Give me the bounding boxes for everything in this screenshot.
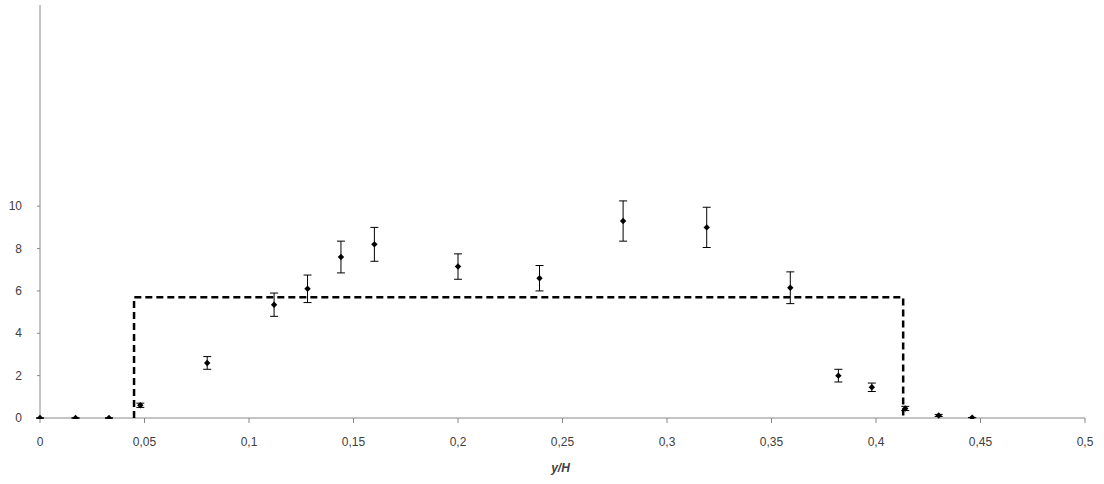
error-bar-cap [337, 272, 345, 273]
plot-area [36, 201, 976, 419]
y-tick [37, 290, 40, 291]
error-bar-cap [868, 391, 876, 392]
error-bar [619, 201, 627, 241]
x-tick-label: 0 [37, 435, 44, 449]
y-tick-label: 4 [15, 326, 22, 340]
x-tick [771, 418, 772, 423]
y-axis [40, 5, 41, 418]
y-tick [37, 206, 40, 207]
x-tick-label: 0,45 [969, 435, 993, 449]
y-tick [37, 333, 40, 334]
error-bar-cap [786, 271, 794, 272]
x-tick [458, 418, 459, 423]
error-bar-cap [619, 241, 627, 242]
data-point [620, 218, 626, 224]
error-bar [868, 383, 876, 391]
error-bar-cap [337, 241, 345, 242]
error-bar-cap [834, 369, 842, 370]
error-bar [786, 272, 794, 304]
x-tick-label: 0,1 [241, 435, 258, 449]
data-point [304, 286, 310, 292]
step-line [134, 297, 903, 418]
x-tick [667, 418, 668, 423]
x-tick [144, 418, 145, 423]
y-tick-label: 2 [15, 369, 22, 383]
data-point [37, 415, 43, 419]
error-bar [834, 369, 842, 382]
x-axis-label: y/H [550, 461, 570, 475]
x-tick-label: 0,3 [659, 435, 676, 449]
error-bar [203, 357, 211, 370]
data-point [371, 241, 377, 247]
error-bar [703, 207, 711, 247]
x-tick-label: 0,25 [551, 435, 575, 449]
data-point [72, 415, 78, 419]
x-tick-label: 0,05 [133, 435, 157, 449]
y-tick-label: 8 [15, 242, 22, 256]
error-bar-cap [270, 293, 278, 294]
error-bar [536, 266, 544, 291]
x-tick [562, 418, 563, 423]
data-point [137, 402, 143, 408]
error-bar-cap [703, 207, 711, 208]
error-bar-cap [304, 275, 312, 276]
error-bar-cap [270, 316, 278, 317]
data-point [338, 254, 344, 260]
x-tick-label: 0,4 [868, 435, 885, 449]
y-tick-label: 10 [9, 199, 23, 213]
x-tick-label: 0,35 [760, 435, 784, 449]
data-point [835, 372, 841, 378]
error-bar-cap [834, 381, 842, 382]
y-tick [37, 375, 40, 376]
x-tick [1085, 418, 1086, 423]
x-tick [876, 418, 877, 423]
error-bar [337, 241, 345, 273]
x-tick-label: 0,2 [450, 435, 467, 449]
data-point [106, 415, 112, 419]
error-bar-cap [703, 247, 711, 248]
y-tick-label: 0 [15, 411, 22, 425]
error-bar-cap [304, 302, 312, 303]
error-bar-cap [536, 265, 544, 266]
x-tick [353, 418, 354, 423]
error-bar [454, 254, 462, 279]
x-tick-label: 0,5 [1077, 435, 1094, 449]
chart: 0 0,05 0,1 0,15 0,2 0,25 0,3 0,35 0,4 0,45 0,5 0 2 4 6… [0, 0, 1104, 484]
x-tick-label: 0,15 [342, 435, 366, 449]
data-point [704, 224, 710, 230]
x-tick [249, 418, 250, 423]
error-bar-cap [203, 356, 211, 357]
error-bar-cap [868, 383, 876, 384]
y-tick-label: 6 [15, 284, 22, 298]
data-point [271, 301, 277, 307]
error-bar-cap [454, 253, 462, 254]
error-bar-cap [203, 369, 211, 370]
x-tick [980, 418, 981, 423]
error-bar-cap [370, 261, 378, 262]
data-point [969, 414, 975, 419]
data-point [787, 285, 793, 291]
error-bar [370, 227, 378, 261]
error-bar-cap [786, 303, 794, 304]
data-point [536, 275, 542, 281]
data-point [455, 263, 461, 269]
error-bar-cap [619, 200, 627, 201]
error-bar-cap [454, 279, 462, 280]
error-bar-cap [536, 290, 544, 291]
y-tick [37, 248, 40, 249]
data-point [204, 360, 210, 366]
error-bar-cap [370, 227, 378, 228]
data-point [869, 384, 875, 390]
data-point [936, 412, 942, 418]
